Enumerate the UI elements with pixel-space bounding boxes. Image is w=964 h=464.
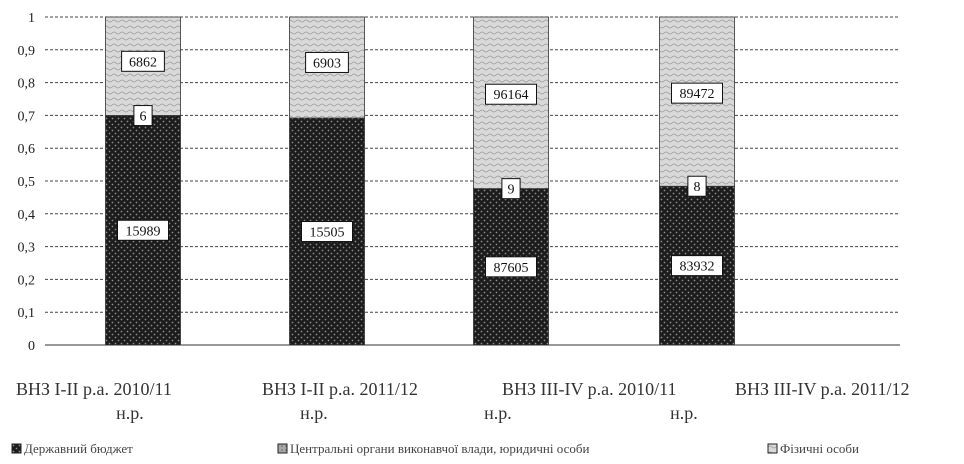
data-label-box <box>117 219 169 241</box>
data-label-box <box>687 175 707 197</box>
bars <box>105 16 735 346</box>
data-label: 89472 <box>680 87 715 102</box>
data-label: 96164 <box>494 88 529 103</box>
bar-segment <box>105 16 181 116</box>
y-tick-label: 0 <box>28 339 35 354</box>
data-label: 15989 <box>126 224 161 239</box>
data-label-box <box>485 256 537 278</box>
legend-label: Центральні органи виконавчої влади, юрид… <box>290 441 589 456</box>
category-label-sub: н.р. <box>484 403 512 423</box>
y-tick-label: 1 <box>28 11 35 26</box>
data-labels: 15989 6 6862 15505 6903 87605 9 96164 83932 8 8947… <box>117 50 723 278</box>
y-tick-label: 0,7 <box>18 109 36 124</box>
data-label: 9 <box>508 183 515 198</box>
data-label-box <box>501 178 521 200</box>
x-axis-categories: ВНЗ І-ІІ р.а. 2010/11 н.р. ВНЗ І-ІІ р.а. 2… <box>16 379 910 423</box>
data-label-box <box>301 221 353 243</box>
data-label-box <box>133 105 153 127</box>
y-tick-label: 0,2 <box>18 273 36 288</box>
gridlines <box>45 16 900 313</box>
data-label: 6903 <box>313 56 341 71</box>
y-tick-label: 0,3 <box>18 241 36 256</box>
data-label-box <box>671 82 723 104</box>
legend-label: Державний бюджет <box>24 441 133 456</box>
category-label-sub: н.р. <box>300 403 328 423</box>
category-label: ВНЗ ІІІ-ІV р.а. 2010/11 <box>502 379 677 399</box>
category-label: ВНЗ ІІІ-ІV р.а. 2011/12 <box>735 379 910 399</box>
data-label: 83932 <box>680 260 715 275</box>
y-tick-label: 0,5 <box>18 175 36 190</box>
legend-swatch <box>11 443 22 454</box>
y-tick-label: 0,6 <box>18 142 36 157</box>
legend-label: Фізичні особи <box>780 441 859 456</box>
data-label: 87605 <box>494 261 529 276</box>
data-label-box <box>671 255 723 277</box>
legend-swatch <box>767 443 778 454</box>
y-tick-label: 0,1 <box>18 306 36 321</box>
data-label: 6862 <box>129 55 157 70</box>
category-label-sub: н.р. <box>670 403 698 423</box>
y-tick-label: 0,4 <box>18 208 36 223</box>
category-label-sub: н.р. <box>116 403 144 423</box>
data-label: 15505 <box>310 226 345 241</box>
y-tick-label: 0,8 <box>18 77 36 92</box>
data-label: 6 <box>140 110 147 125</box>
data-label-box <box>305 51 349 73</box>
category-label: ВНЗ І-ІІ р.а. 2010/11 <box>16 379 172 399</box>
legend-swatch <box>277 443 288 454</box>
data-label-box <box>121 50 165 72</box>
y-axis: 0 0,1 0,2 0,3 0,4 0,5 0,6 0,7 0,8 0,9 1 <box>18 11 900 354</box>
data-label: 8 <box>694 180 701 195</box>
y-tick-label: 0,9 <box>18 44 36 59</box>
category-label: ВНЗ І-ІІ р.а. 2011/12 <box>262 379 418 399</box>
data-label-box <box>485 83 537 105</box>
legend: Державний бюджет Центральні органи викона… <box>11 441 859 456</box>
